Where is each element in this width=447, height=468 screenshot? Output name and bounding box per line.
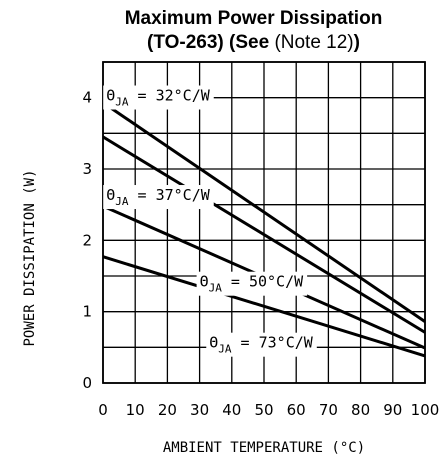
series-label-text: ΘJA = 73°C/W — [209, 334, 314, 356]
x-tick-label: 0 — [98, 401, 108, 419]
y-tick-label: 3 — [82, 160, 92, 178]
x-tick-label: 60 — [287, 401, 306, 419]
x-tick-labels: 0 10 20 30 40 50 60 70 80 90 100 — [98, 401, 439, 419]
plot-frame — [102, 61, 426, 384]
x-tick-label: 90 — [383, 401, 402, 419]
chart-title-line-2: (TO-263) (See (Note 12)) — [60, 32, 447, 54]
y-tick-labels: 0 1 2 3 4 — [82, 89, 92, 392]
y-tick-label: 1 — [82, 303, 92, 321]
series-label-background — [196, 271, 308, 296]
series-line-37 — [102, 135, 426, 334]
title-note-reference: (Note 12) — [274, 32, 354, 53]
x-tick-label: 30 — [190, 401, 209, 419]
series-label-73: ΘJA = 73°C/W — [206, 332, 317, 357]
series-label-text: ΘJA = 37°C/W — [106, 186, 211, 208]
series-label-50: ΘJA = 50°C/W — [196, 271, 308, 296]
title-line-2-part-a: (TO-263) (See — [147, 32, 270, 53]
series-line-32 — [102, 101, 426, 323]
y-tick-label: 0 — [82, 374, 92, 392]
x-axis-label: AMBIENT TEMPERATURE (°C) — [163, 440, 365, 456]
y-axis-label: POWER DISSIPATION (W) — [22, 169, 38, 346]
y-tick-label: 2 — [82, 231, 92, 249]
series-line-73 — [102, 255, 426, 358]
x-tick-label: 40 — [222, 401, 241, 419]
x-tick-label: 20 — [158, 401, 177, 419]
series-label-background — [103, 185, 214, 210]
series-label-37: ΘJA = 37°C/W — [103, 185, 214, 210]
x-tick-label: 10 — [126, 401, 145, 419]
series-label-text: ΘJA = 50°C/W — [200, 273, 305, 295]
title-line-2-part-b: ) — [353, 32, 360, 53]
chart-title-line-1: Maximum Power Dissipation — [124, 8, 383, 29]
series-label-background — [103, 85, 214, 110]
x-tick-label: 50 — [254, 401, 273, 419]
series-label-32: ΘJA = 32°C/W — [103, 85, 214, 110]
y-tick-label: 4 — [82, 89, 92, 107]
x-tick-label: 100 — [411, 401, 440, 419]
x-tick-label: 70 — [319, 401, 338, 419]
series-label-text: ΘJA = 32°C/W — [106, 87, 211, 109]
series-labels: ΘJA = 32°C/W ΘJA = 37°C/W ΘJA = 50°C/W ΘJA … — [103, 85, 317, 357]
series-label-background — [206, 332, 317, 357]
x-tick-label: 80 — [351, 401, 370, 419]
